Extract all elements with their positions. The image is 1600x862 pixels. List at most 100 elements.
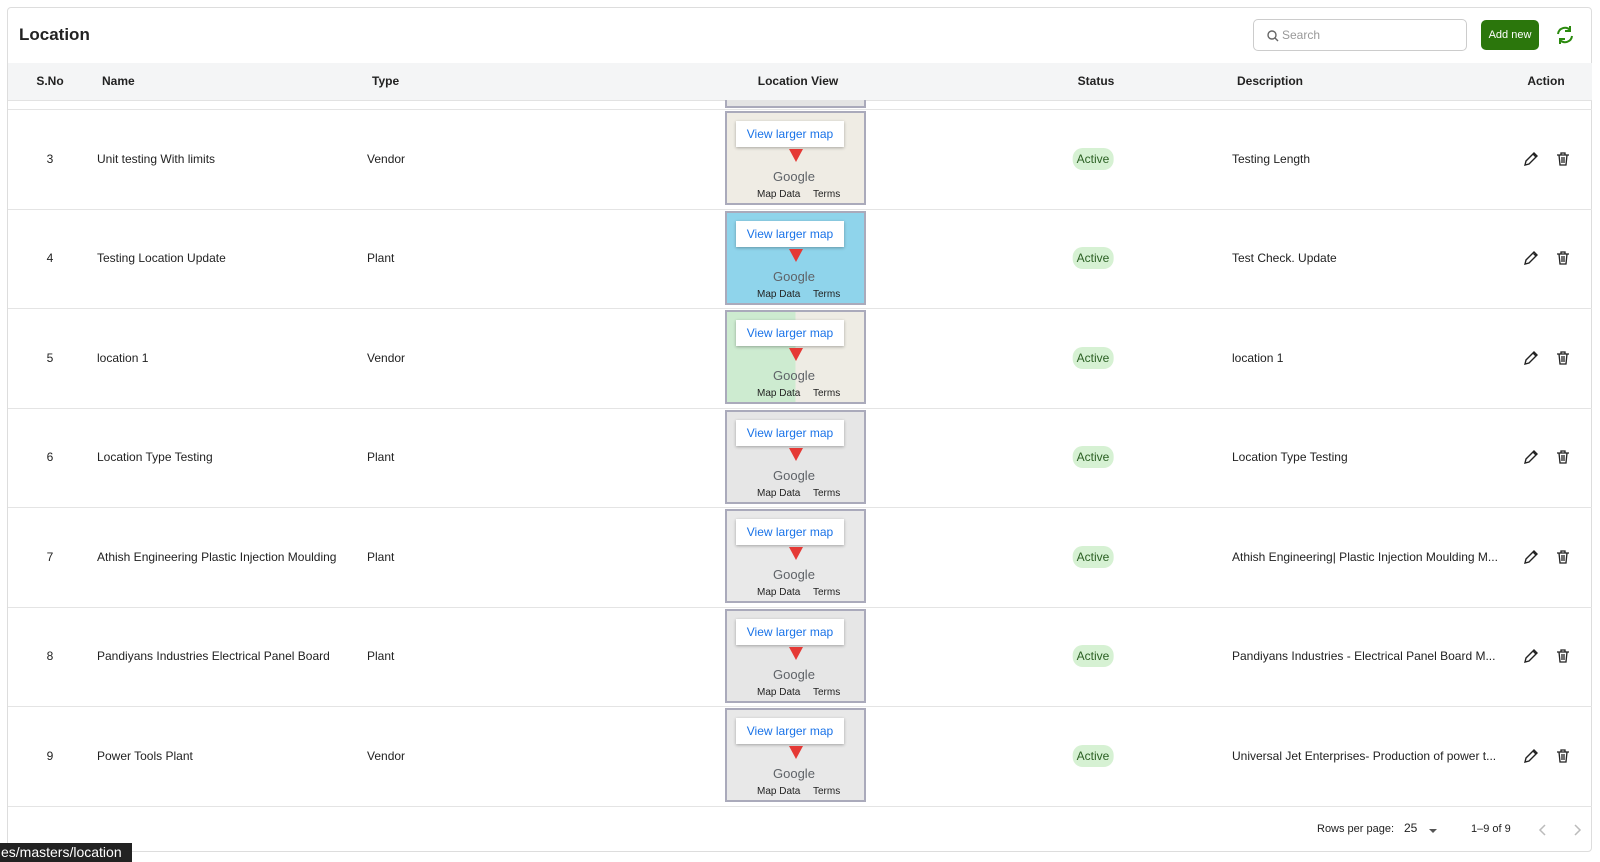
page-title: Location — [19, 25, 90, 44]
delete-button[interactable] — [1555, 748, 1571, 769]
map-pin — [789, 248, 803, 262]
row-divider — [8, 805, 1592, 807]
view-larger-map-link[interactable]: View larger map — [736, 220, 844, 247]
map-pin — [789, 646, 803, 660]
row-description: Location Type Testing — [1232, 450, 1348, 465]
view-larger-map-link[interactable]: View larger map — [736, 121, 844, 147]
row-name: Unit testing With limits — [97, 151, 216, 166]
map-embed: View larger map Google Map Data Terms — [725, 708, 866, 802]
row-name: Pandiyans Industries Electrical Panel Bo… — [97, 649, 330, 664]
map-data-link[interactable]: Map Data — [757, 189, 801, 200]
view-larger-map-link[interactable]: View larger map — [736, 718, 844, 744]
delete-button[interactable] — [1555, 151, 1571, 172]
status-chip: Active — [1072, 545, 1114, 568]
refresh-button[interactable] — [1555, 25, 1575, 45]
view-larger-map-link[interactable]: View larger map — [736, 618, 844, 645]
map-embed: View larger map Google Map Data Terms — [725, 310, 866, 404]
row-sno: 8 — [46, 649, 54, 664]
status-chip: Active — [1072, 645, 1114, 668]
delete-button[interactable] — [1555, 350, 1571, 371]
map-logo: Google — [773, 368, 815, 383]
edit-button[interactable] — [1523, 350, 1539, 371]
edit-button[interactable] — [1523, 648, 1539, 669]
row-name: location 1 — [97, 350, 149, 365]
row-divider — [8, 606, 1592, 608]
status-chip: Active — [1072, 744, 1114, 767]
row-type: Vendor — [367, 350, 406, 365]
map-logo: Google — [773, 268, 815, 284]
map-terms-link[interactable]: Terms — [813, 587, 841, 598]
map-data-link[interactable]: Map Data — [757, 288, 801, 300]
dropdown-arrow — [1429, 829, 1437, 833]
edit-button[interactable] — [1523, 449, 1539, 470]
pagination-range: 1–9 of 9 — [1471, 823, 1511, 835]
search-box[interactable]: Search — [1253, 19, 1467, 51]
add-new-button[interactable]: Add new — [1481, 20, 1539, 50]
row-divider — [8, 706, 1592, 707]
map-terms-link[interactable]: Terms — [813, 288, 841, 300]
row-sno: 3 — [46, 151, 54, 166]
map-embed: View larger map Google Map Data Terms — [725, 210, 866, 305]
map-data-link[interactable]: Map Data — [757, 786, 801, 797]
map-embed: View larger map Google Map Data Terms — [725, 409, 866, 504]
map-pin — [789, 149, 803, 162]
delete-button[interactable] — [1555, 250, 1571, 271]
column-header: Action — [1527, 74, 1565, 88]
column-header: Type — [372, 74, 400, 88]
row-divider — [8, 208, 1592, 210]
delete-button[interactable] — [1555, 449, 1571, 470]
row-divider — [8, 109, 1592, 110]
column-header: Name — [102, 74, 135, 88]
map-embed: View larger map Google Map Data Terms — [725, 509, 866, 603]
map-pin — [789, 746, 803, 759]
rows-per-page-select[interactable]: 25 — [1404, 821, 1418, 835]
row-sno: 4 — [46, 251, 54, 266]
delete-button[interactable] — [1555, 549, 1571, 570]
map-data-link[interactable]: Map Data — [757, 388, 801, 399]
edit-button[interactable] — [1523, 151, 1539, 172]
row-sno: 9 — [46, 748, 54, 763]
row-description: Test Check. Update — [1232, 251, 1337, 266]
row-type: Plant — [367, 251, 395, 266]
map-terms-link[interactable]: Terms — [813, 388, 841, 399]
row-sno: 7 — [46, 549, 54, 564]
row-name: Testing Location Update — [97, 251, 226, 266]
map-pin — [789, 348, 803, 361]
edit-button[interactable] — [1523, 250, 1539, 271]
view-larger-map-link[interactable]: View larger map — [736, 320, 844, 346]
map-terms-link[interactable]: Terms — [813, 487, 841, 499]
next-page[interactable] — [1572, 824, 1582, 836]
view-larger-map-link[interactable]: View larger map — [736, 519, 844, 545]
status-chip: Active — [1072, 346, 1114, 369]
row-type: Plant — [367, 450, 395, 465]
map-embed: View larger map Google Map Data Terms — [725, 608, 866, 703]
row-type: Vendor — [367, 748, 406, 763]
edit-button[interactable] — [1523, 549, 1539, 570]
status-chip: Active — [1072, 147, 1114, 170]
map-terms-link[interactable]: Terms — [813, 686, 841, 698]
map-pin — [789, 447, 803, 461]
row-description: Pandiyans Industries - Electrical Panel … — [1232, 649, 1496, 664]
map-logo: Google — [773, 766, 815, 781]
map-data-link[interactable]: Map Data — [757, 587, 801, 598]
row-type: Plant — [367, 649, 395, 664]
map-terms-link[interactable]: Terms — [813, 786, 841, 797]
map-data-link[interactable]: Map Data — [757, 686, 801, 698]
rows-per-page-label: Rows per page: — [1317, 823, 1395, 835]
delete-button[interactable] — [1555, 648, 1571, 669]
row-type: Vendor — [367, 151, 406, 166]
map-partial — [725, 100, 866, 108]
view-larger-map-link[interactable]: View larger map — [736, 419, 844, 446]
map-logo: Google — [773, 567, 815, 582]
map-terms-link[interactable]: Terms — [813, 189, 841, 200]
row-description: location 1 — [1232, 350, 1284, 365]
map-pin — [789, 547, 803, 560]
map-data-link[interactable]: Map Data — [757, 487, 801, 499]
search-placeholder: Search — [1282, 28, 1321, 42]
edit-button[interactable] — [1523, 748, 1539, 769]
row-name: Athish Engineering Plastic Injection Mou… — [97, 549, 337, 564]
row-description: Testing Length — [1232, 151, 1311, 166]
prev-page[interactable] — [1538, 824, 1548, 836]
row-type: Plant — [367, 549, 395, 564]
